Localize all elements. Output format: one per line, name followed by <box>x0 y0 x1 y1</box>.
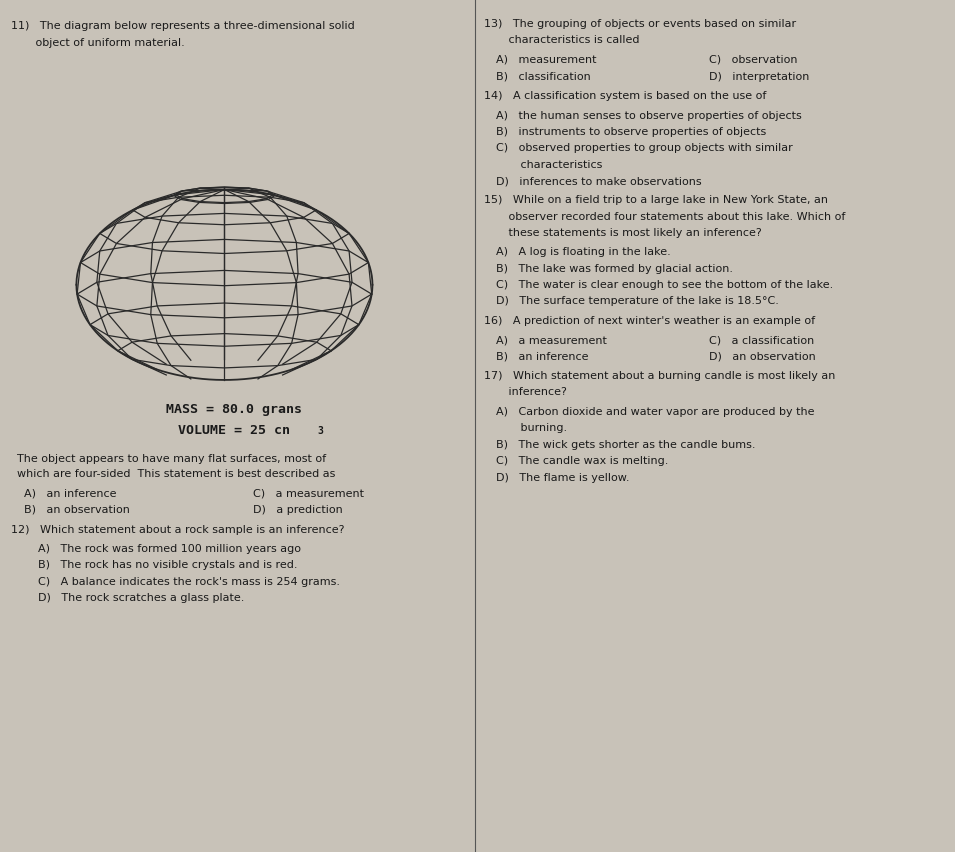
Text: D)   a prediction: D) a prediction <box>253 504 343 515</box>
Text: The object appears to have many flat surfaces, most of: The object appears to have many flat sur… <box>17 453 327 463</box>
Text: 16)   A prediction of next winter's weather is an example of: 16) A prediction of next winter's weathe… <box>484 315 816 325</box>
Text: MASS = 80.0 grans: MASS = 80.0 grans <box>166 403 302 416</box>
Text: object of uniform material.: object of uniform material. <box>11 37 185 48</box>
Text: B)   an inference: B) an inference <box>496 351 588 361</box>
Text: D)   an observation: D) an observation <box>709 351 816 361</box>
Text: C)   a measurement: C) a measurement <box>253 488 364 498</box>
Text: A)   an inference: A) an inference <box>24 488 117 498</box>
Text: B)   instruments to observe properties of objects: B) instruments to observe properties of … <box>496 127 766 137</box>
Text: D)   The surface temperature of the lake is 18.5°C.: D) The surface temperature of the lake i… <box>496 296 778 306</box>
Text: D)   inferences to make observations: D) inferences to make observations <box>496 176 701 187</box>
Text: A)   Carbon dioxide and water vapor are produced by the: A) Carbon dioxide and water vapor are pr… <box>496 406 815 417</box>
Text: 11)   The diagram below represents a three-dimensional solid: 11) The diagram below represents a three… <box>11 21 355 32</box>
Text: 15)   While on a field trip to a large lake in New York State, an: 15) While on a field trip to a large lak… <box>484 195 828 205</box>
Text: A)   a measurement: A) a measurement <box>496 335 606 345</box>
Text: C)   The water is clear enough to see the bottom of the lake.: C) The water is clear enough to see the … <box>496 279 833 290</box>
Text: 17)   Which statement about a burning candle is most likely an: 17) Which statement about a burning cand… <box>484 371 836 381</box>
Text: B)   The wick gets shorter as the candle bums.: B) The wick gets shorter as the candle b… <box>496 440 755 450</box>
Text: 3: 3 <box>317 426 323 436</box>
Text: C)   observed properties to group objects with similar: C) observed properties to group objects … <box>496 143 793 153</box>
Text: burning.: burning. <box>496 423 566 433</box>
Text: A)   A log is floating in the lake.: A) A log is floating in the lake. <box>496 247 670 257</box>
Text: characteristics: characteristics <box>496 159 602 170</box>
Text: B)   The lake was formed by glacial action.: B) The lake was formed by glacial action… <box>496 263 732 273</box>
Text: A)   The rock was formed 100 million years ago: A) The rock was formed 100 million years… <box>38 544 301 554</box>
Text: A)   measurement: A) measurement <box>496 55 596 65</box>
Text: A)   the human senses to observe properties of objects: A) the human senses to observe propertie… <box>496 111 801 121</box>
Text: 12)   Which statement about a rock sample is an inference?: 12) Which statement about a rock sample … <box>11 524 345 534</box>
Text: C)   The candle wax is melting.: C) The candle wax is melting. <box>496 456 668 466</box>
Text: D)   The rock scratches a glass plate.: D) The rock scratches a glass plate. <box>38 592 244 602</box>
Text: which are four-sided  This statement is best described as: which are four-sided This statement is b… <box>17 469 335 479</box>
Text: 14)   A classification system is based on the use of: 14) A classification system is based on … <box>484 91 767 101</box>
Text: these statements is most likely an inference?: these statements is most likely an infer… <box>484 227 762 238</box>
Text: inference?: inference? <box>484 387 567 397</box>
Text: C)   a classification: C) a classification <box>709 335 814 345</box>
Text: D)   The flame is yellow.: D) The flame is yellow. <box>496 472 629 482</box>
Text: C)   A balance indicates the rock's mass is 254 grams.: C) A balance indicates the rock's mass i… <box>38 576 340 586</box>
Text: observer recorded four statements about this lake. Which of: observer recorded four statements about … <box>484 211 845 222</box>
Text: C)   observation: C) observation <box>709 55 797 65</box>
Text: 13)   The grouping of objects or events based on similar: 13) The grouping of objects or events ba… <box>484 19 796 29</box>
Text: B)   classification: B) classification <box>496 72 590 82</box>
Text: B)   The rock has no visible crystals and is red.: B) The rock has no visible crystals and … <box>38 560 298 570</box>
Text: D)   interpretation: D) interpretation <box>709 72 809 82</box>
Text: B)   an observation: B) an observation <box>24 504 130 515</box>
Text: characteristics is called: characteristics is called <box>484 35 640 45</box>
Text: VOLUME = 25 cn: VOLUME = 25 cn <box>178 423 290 436</box>
